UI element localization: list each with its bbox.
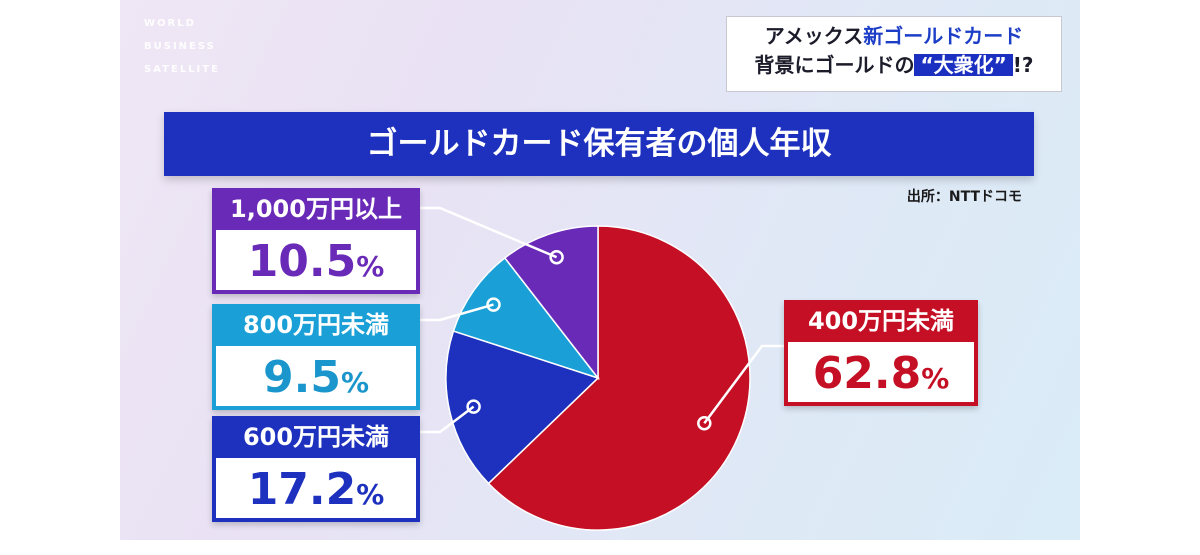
percent-unit: % (356, 250, 385, 283)
slice-value: 17.2% (212, 458, 420, 522)
leader-line (420, 405, 475, 434)
logo-line: SATELLITE (144, 64, 220, 75)
headline-suffix: !? (1012, 53, 1034, 77)
label-box-600man-miman: 600万円未満 17.2% (212, 416, 420, 522)
slice-label: 1,000万円以上 (212, 188, 420, 230)
source-note: 出所：NTTドコモ (906, 189, 1022, 205)
percent-unit: % (340, 366, 369, 399)
logo-line: WORLD (144, 18, 196, 29)
percent-unit: % (356, 478, 385, 511)
headline-quote: “大衆化” (914, 54, 1013, 76)
slice-value-number: 17.2 (247, 464, 357, 515)
percent-unit: % (921, 362, 950, 395)
headline-line-1: アメックス新ゴールドカード (727, 26, 1061, 46)
pie-slice (487, 225, 751, 531)
headline-prefix: アメックス (764, 24, 864, 48)
leader-dot (486, 297, 501, 312)
logo-line: BUSINESS (144, 41, 216, 52)
news-headline: アメックス新ゴールドカード 背景にゴールドの “大衆化”!? (726, 16, 1062, 92)
slice-value-number: 10.5 (247, 236, 357, 287)
slice-value-number: 62.8 (812, 348, 922, 399)
label-box-800man-miman: 800万円未満 9.5% (212, 304, 420, 410)
slice-label: 400万円未満 (784, 300, 978, 342)
pie-chart (420, 206, 784, 531)
broadcast-frame: WORLD BUSINESS SATELLITE アメックス新ゴールドカード 背… (120, 0, 1080, 540)
chart-title: ゴールドカード保有者の個人年収 (164, 112, 1034, 176)
slice-value: 9.5% (212, 346, 420, 410)
slice-label: 600万円未満 (212, 416, 420, 458)
slice-value-number: 9.5 (262, 352, 341, 403)
headline-highlight: 新ゴールドカード (863, 24, 1024, 48)
label-box-400man-miman: 400万円未満 62.8% (784, 300, 978, 406)
headline-line-2: 背景にゴールドの “大衆化”!? (727, 54, 1061, 76)
slice-value: 10.5% (212, 230, 420, 294)
leader-line (703, 344, 784, 424)
pie-slice (445, 330, 600, 485)
leader-line (420, 303, 494, 322)
program-logo: WORLD BUSINESS SATELLITE (144, 12, 220, 81)
slice-value: 62.8% (784, 342, 978, 406)
pie-slice (503, 225, 599, 381)
leader-line (420, 206, 558, 259)
leader-dot (697, 415, 712, 431)
slice-label: 800万円未満 (212, 304, 420, 346)
headline-prefix-2: 背景にゴールドの (754, 53, 915, 77)
pie-slice (452, 256, 601, 380)
leader-dot (466, 399, 481, 414)
label-box-1000man-ijo: 1,000万円以上 10.5% (212, 188, 420, 294)
leader-dot (549, 249, 564, 265)
